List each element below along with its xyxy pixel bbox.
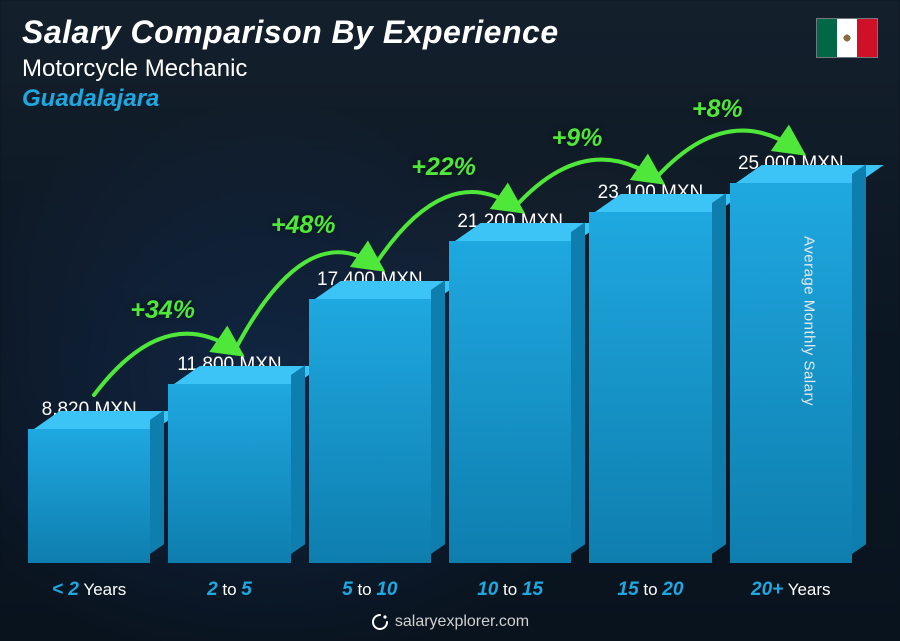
growth-percent-label: +48%: [271, 211, 336, 240]
bar: [730, 183, 852, 563]
chart-subtitle: Motorcycle Mechanic: [22, 55, 559, 83]
bar-column: 21,200 MXN: [449, 211, 571, 563]
bar: [28, 429, 150, 563]
growth-percent-label: +9%: [552, 124, 603, 153]
flag-emblem: [841, 32, 853, 44]
y-axis-label: Average Monthly Salary: [801, 236, 818, 406]
bar: [309, 299, 431, 563]
bar-side-face: [431, 280, 445, 554]
bar: [449, 241, 571, 563]
header: Salary Comparison By Experience Motorcyc…: [22, 14, 559, 113]
bar: [168, 384, 290, 563]
bar-side-face: [150, 410, 164, 554]
growth-percent-label: +22%: [411, 153, 476, 182]
bar-side-face: [291, 365, 305, 554]
bars-container: 8,820 MXN11,800 MXN17,400 MXN21,200 MXN2…: [28, 130, 852, 563]
footer-text: salaryexplorer.com: [395, 613, 529, 630]
bar-front-face: [449, 241, 571, 563]
x-axis: < 2 Years 2 to 5 5 to 10 10 to 15 15 to 20 20…: [28, 579, 852, 601]
flag-stripe-white: [837, 19, 857, 57]
x-axis-label: 20+ Years: [730, 579, 852, 601]
bar-side-face: [852, 164, 866, 554]
bar-front-face: [730, 183, 852, 563]
x-axis-label: 2 to 5: [168, 579, 290, 601]
country-flag: [816, 18, 878, 58]
chart-title: Salary Comparison By Experience: [22, 14, 559, 51]
bar-column: 17,400 MXN: [309, 269, 431, 563]
bar-front-face: [589, 212, 711, 563]
bar-front-face: [28, 429, 150, 563]
bar-column: 8,820 MXN: [28, 399, 150, 563]
flag-stripe-green: [817, 19, 837, 57]
bar-side-face: [712, 193, 726, 554]
bar-column: 11,800 MXN: [168, 354, 290, 563]
x-axis-label: < 2 Years: [28, 579, 150, 601]
infographic-content: Salary Comparison By Experience Motorcyc…: [0, 0, 900, 641]
footer-credit: salaryexplorer.com: [0, 613, 900, 631]
logo-icon: [371, 613, 389, 631]
x-axis-label: 15 to 20: [589, 579, 711, 601]
x-axis-label: 5 to 10: [309, 579, 431, 601]
flag-stripe-red: [857, 19, 877, 57]
bar-front-face: [309, 299, 431, 563]
x-axis-label: 10 to 15: [449, 579, 571, 601]
chart-area: 8,820 MXN11,800 MXN17,400 MXN21,200 MXN2…: [28, 130, 852, 563]
chart-location: Guadalajara: [22, 85, 559, 113]
bar-column: 25,000 MXN: [730, 153, 852, 563]
bar-front-face: [168, 384, 290, 563]
bar: [589, 212, 711, 563]
bar-column: 23,100 MXN: [589, 182, 711, 563]
growth-percent-label: +8%: [692, 95, 743, 124]
bar-side-face: [571, 222, 585, 554]
growth-percent-label: +34%: [130, 296, 195, 325]
